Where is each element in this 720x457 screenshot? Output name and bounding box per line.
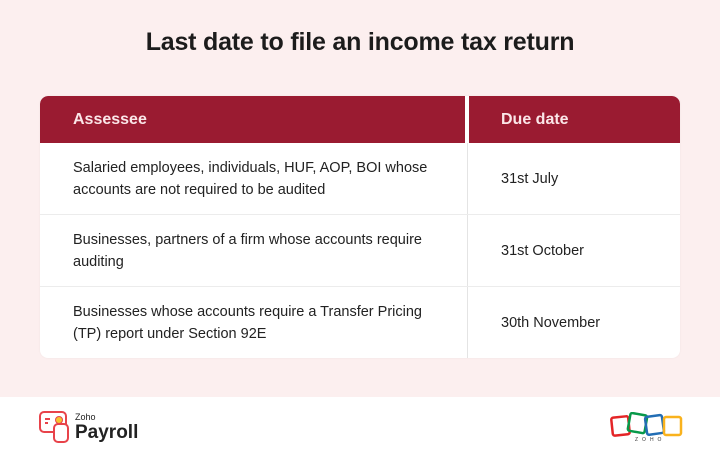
due-date-table: Assessee Due date Salaried employees, in… <box>40 96 680 358</box>
zoho-logo: ZOHO <box>610 411 685 444</box>
due-date-cell: 30th November <box>501 315 601 331</box>
table-row: Salaried employees, individuals, HUF, AO… <box>40 143 680 215</box>
column-header-due-date: Due date <box>469 96 680 143</box>
assessee-cell: Salaried employees, individuals, HUF, AO… <box>73 160 428 198</box>
page-title: Last date to file an income tax return <box>145 28 575 56</box>
product-name: Payroll <box>75 422 139 443</box>
table-row: Businesses whose accounts require a Tran… <box>40 287 680 358</box>
column-header-assessee: Assessee <box>40 96 465 143</box>
assessee-cell: Businesses whose accounts require a Tran… <box>73 304 422 342</box>
payroll-icon <box>39 411 69 443</box>
column-divider <box>467 143 468 358</box>
due-date-cell: 31st October <box>501 243 585 259</box>
zoho-wordmark: ZOHO <box>635 437 666 443</box>
zoho-payroll-logo: Zoho Payroll <box>38 409 148 445</box>
assessee-cell: Businesses, partners of a firm whose acc… <box>73 232 422 270</box>
brand-name: Zoho <box>75 412 96 422</box>
table-row: Businesses, partners of a firm whose acc… <box>40 215 680 287</box>
due-date-cell: 31st July <box>501 171 559 187</box>
